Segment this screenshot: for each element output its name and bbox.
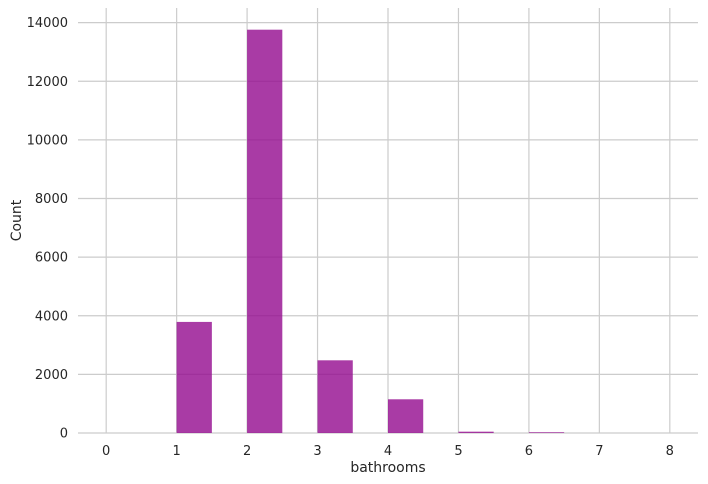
- x-tick-label: 2: [243, 444, 251, 459]
- y-tick-label: 10000: [27, 133, 68, 148]
- x-tick-label: 8: [666, 444, 674, 459]
- grid-lines: [78, 8, 698, 433]
- x-tick-label: 6: [525, 444, 533, 459]
- y-tick-label: 12000: [27, 75, 68, 90]
- histogram-bar: [458, 432, 493, 433]
- bars: [177, 30, 565, 433]
- y-tick-label: 0: [60, 427, 68, 442]
- x-tick-label: 3: [313, 444, 321, 459]
- y-tick-label: 8000: [35, 192, 68, 207]
- x-tick-label: 5: [454, 444, 462, 459]
- histogram-bar: [529, 432, 564, 433]
- y-axis-label: Count: [9, 199, 25, 241]
- x-tick-label: 0: [102, 444, 110, 459]
- x-axis-label: bathrooms: [350, 460, 425, 476]
- histogram-bar: [177, 322, 212, 433]
- x-tick-label: 7: [595, 444, 603, 459]
- histogram-bar: [388, 399, 423, 433]
- y-tick-label: 14000: [27, 16, 68, 31]
- histogram-bar: [318, 360, 353, 433]
- histogram-bar: [247, 30, 282, 433]
- x-tick-label: 4: [384, 444, 392, 459]
- y-tick-label: 6000: [35, 251, 68, 266]
- x-tick-label: 1: [172, 444, 180, 459]
- y-tick-label: 4000: [35, 309, 68, 324]
- y-tick-label: 2000: [35, 368, 68, 383]
